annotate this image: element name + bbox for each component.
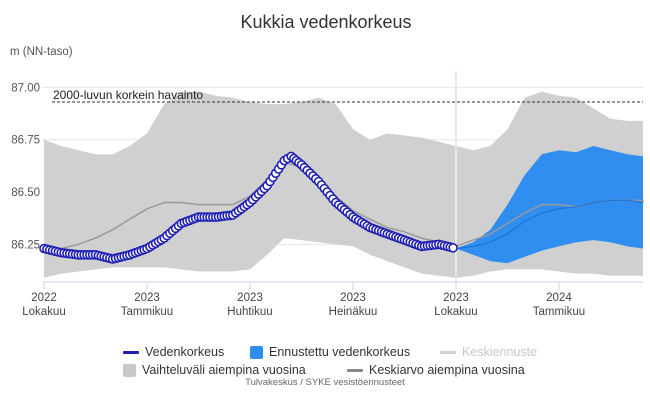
- legend-item-keskiarvo[interactable]: Keskiarvo aiempina vuosina: [347, 363, 525, 377]
- chart-credits[interactable]: Tulvakeskus / SYKE vesistöennusteet: [245, 377, 405, 388]
- legend-label: Keskiennuste: [462, 345, 538, 359]
- y-tick-label-1: 86.75: [11, 135, 40, 147]
- x-tick-year-4: 2023: [443, 292, 469, 304]
- legend-item-vaihteluvali[interactable]: Vaihteluväli aiempina vuosina: [123, 363, 306, 377]
- x-tick-month-1: Tammikuu: [121, 306, 173, 318]
- reference-line-group: 2000-luvun korkein havainto: [52, 88, 643, 103]
- y-tick-label-0: 87.00: [11, 82, 40, 94]
- y-axis-label: m (NN-taso): [10, 46, 73, 58]
- legend-label: Vedenkorkeus: [145, 345, 225, 359]
- legend-symbol-line: [440, 350, 456, 354]
- x-tick-year-5: 2024: [546, 292, 572, 304]
- legend-label: Ennustettu vedenkorkeus: [269, 345, 411, 359]
- legend-symbol-line: [123, 350, 139, 354]
- reference-line-label: 2000-luvun korkein havainto: [53, 88, 203, 102]
- x-tick-year-0: 2022: [31, 292, 57, 304]
- legend-symbol-box: [123, 363, 136, 377]
- x-axis: 2022 Lokakuu 2023 Tammikuu 2023 Huhtikuu 2023 H…: [22, 281, 643, 318]
- observed-level-markers[interactable]: [39, 151, 458, 264]
- legend-item-ennustettu[interactable]: Ennustettu vedenkorkeus: [250, 345, 410, 359]
- legend-item-keskiennuste[interactable]: Keskiennuste: [440, 345, 537, 359]
- x-tick-month-4: Lokakuu: [434, 306, 477, 318]
- x-tick-year-1: 2023: [134, 292, 160, 304]
- x-tick-month-5: Tammikuu: [533, 306, 585, 318]
- x-tick-year-3: 2023: [340, 292, 366, 304]
- historical-mean-line: [43, 161, 644, 250]
- x-tick-year-2: 2023: [237, 292, 263, 304]
- y-axis-ticks: 87.00 86.75 86.50 86.25: [11, 82, 40, 251]
- forecast-mean-line: [455, 199, 644, 250]
- legend-item-vedenkorkeus[interactable]: Vedenkorkeus: [123, 345, 224, 359]
- y-tick-label-2: 86.50: [11, 187, 40, 199]
- x-tick-month-2: Huhtikuu: [227, 306, 272, 318]
- legend-symbol-box: [250, 345, 263, 359]
- x-tick-month-3: Heinäkuu: [329, 306, 378, 318]
- x-tick-month-0: Lokakuu: [22, 306, 65, 318]
- legend-label: Keskiarvo aiempina vuosina: [369, 363, 525, 377]
- chart-title: Kukkia vedenkorkeus: [240, 12, 411, 32]
- legend-symbol-line: [347, 368, 363, 372]
- legend-label: Vaihteluväli aiempina vuosina: [142, 363, 306, 377]
- observed-marker-143[interactable]: [448, 243, 458, 253]
- y-tick-label-3: 86.25: [11, 239, 40, 251]
